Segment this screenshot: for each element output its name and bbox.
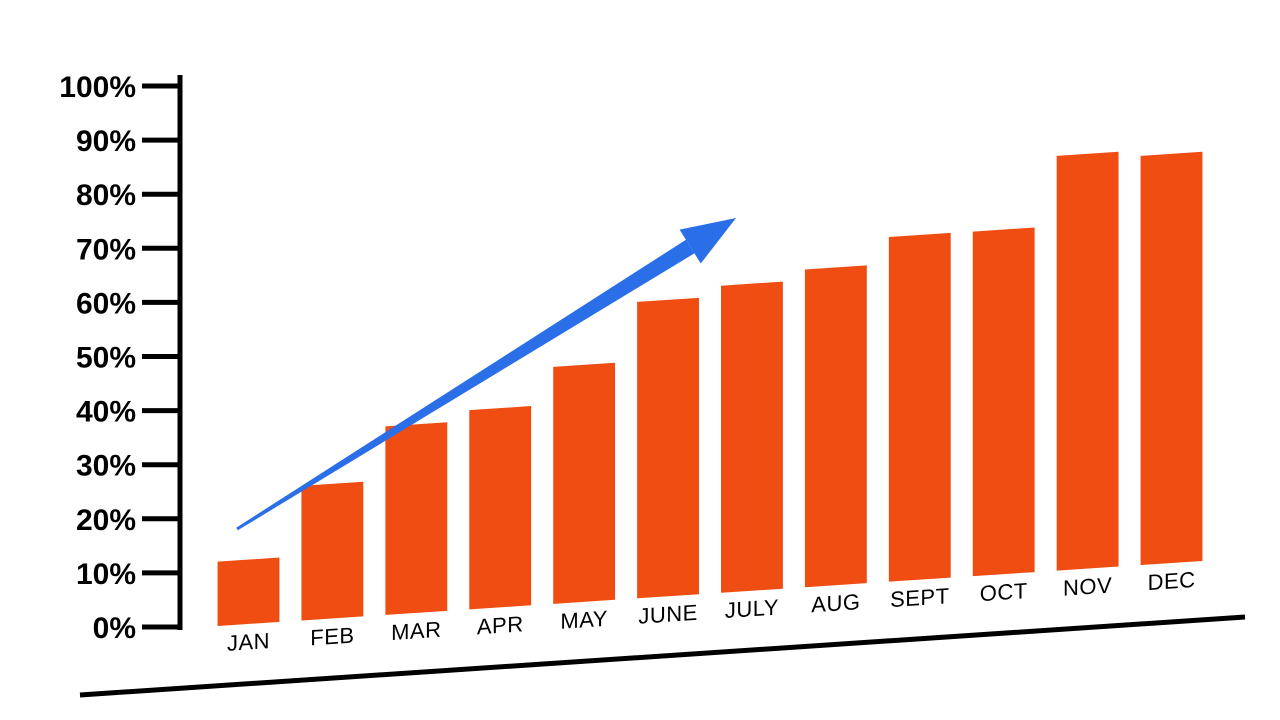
y-tick-label: 10%: [76, 558, 136, 591]
y-tick-label: 100%: [59, 71, 136, 104]
y-tick-label: 60%: [76, 287, 136, 320]
x-tick-label: MAR: [391, 617, 441, 645]
bar: [1141, 152, 1202, 564]
bar: [1057, 152, 1118, 570]
y-tick-label: 0%: [93, 612, 136, 645]
y-tick-label: 70%: [76, 233, 136, 266]
x-tick-label: OCT: [980, 578, 1028, 606]
monthly-bar-chart: 0% 10% 20% 30% 40% 50% 60% 70% 80% 90% 100% JAN FEB M…: [0, 0, 1280, 720]
bar: [889, 233, 950, 581]
bar: [386, 423, 447, 615]
x-tick-label: NOV: [1063, 572, 1112, 600]
x-tick-label: FEB: [310, 622, 354, 650]
bar: [722, 282, 783, 592]
bar: [805, 266, 866, 587]
bar: [302, 482, 363, 620]
trend-arrow-shaft: [236, 240, 694, 531]
x-tick-label: JUNE: [638, 600, 697, 629]
bar: [973, 228, 1034, 576]
bar: [554, 363, 615, 603]
x-tick-label: SEPT: [890, 583, 949, 612]
y-tick-label: 30%: [76, 450, 136, 483]
x-tick-label: JULY: [725, 594, 779, 623]
bar: [218, 558, 279, 625]
x-tick-label: AUG: [811, 589, 860, 617]
x-tick-label: JAN: [227, 628, 270, 656]
y-tick-label: 80%: [76, 179, 136, 212]
y-tick-label: 90%: [76, 125, 136, 158]
x-tick-label: MAY: [560, 606, 608, 634]
x-tick-label: APR: [477, 611, 524, 639]
x-tick-label: DEC: [1148, 567, 1196, 595]
y-tick-label: 40%: [76, 396, 136, 429]
y-tick-label: 50%: [76, 342, 136, 375]
bar: [638, 298, 699, 597]
bar: [470, 407, 531, 609]
y-tick-label: 20%: [76, 504, 136, 537]
